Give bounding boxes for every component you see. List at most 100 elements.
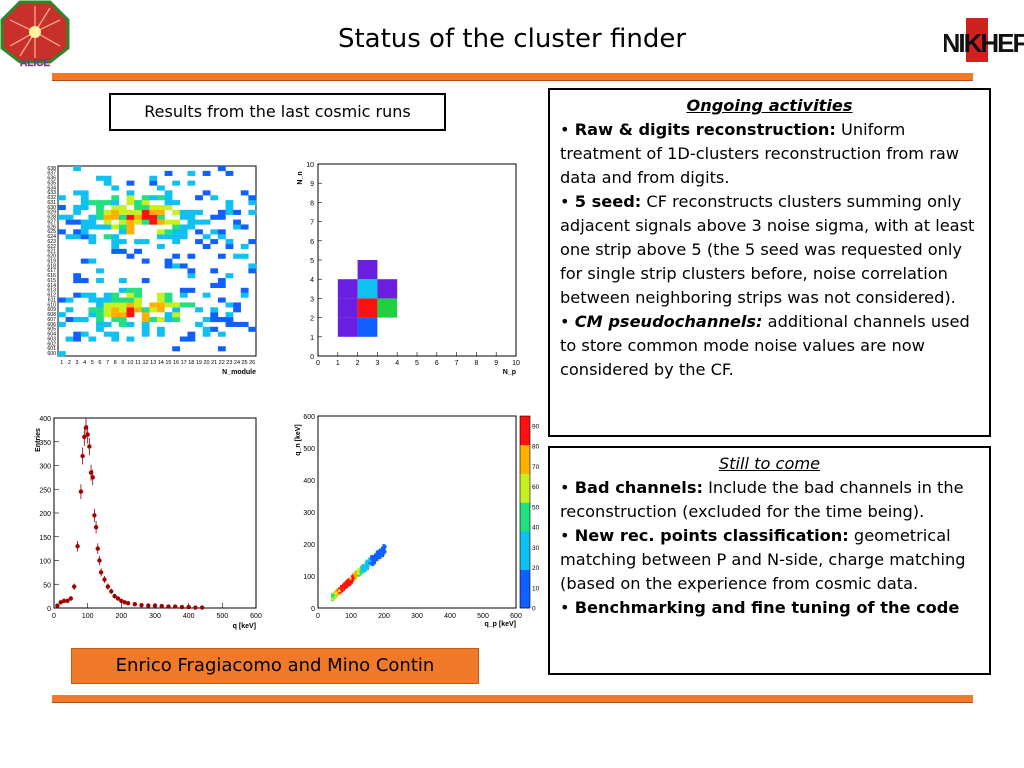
ongoing-item-1-text: Uniform treatment of 1D-clusters reconst… <box>560 120 960 187</box>
heatmap-cell <box>149 302 158 308</box>
heatmap-cell <box>141 200 150 206</box>
heatmap-cell <box>126 229 135 235</box>
x-tick-label: 200 <box>115 613 127 620</box>
heatmap-cell <box>149 219 158 225</box>
heatmap-cell <box>210 317 219 323</box>
heatmap-cell <box>134 302 142 308</box>
heatmap-cell <box>172 180 181 186</box>
heatmap-cell <box>362 566 365 570</box>
heatmap-cell <box>141 321 150 327</box>
heatmap-cell <box>111 307 120 313</box>
heatmap-cell <box>357 568 361 571</box>
x-tick-label: 21 <box>211 360 217 366</box>
heatmap-cell <box>80 200 89 206</box>
heatmap-cell <box>368 561 372 564</box>
heatmap-cell <box>377 279 398 299</box>
colorbar-tick-label: 90 <box>532 424 540 431</box>
heatmap-cell <box>179 336 188 342</box>
colorbar-segment <box>520 555 530 561</box>
heatmap-cell <box>382 544 386 547</box>
x-tick-label: 500 <box>216 613 228 620</box>
heatmap-cell <box>381 554 384 558</box>
heatmap-cell <box>225 321 234 327</box>
heatmap-cell <box>134 287 142 293</box>
heatmap-cell <box>374 553 377 556</box>
heatmap-cell <box>179 263 188 269</box>
heatmap-cell <box>354 571 358 574</box>
heatmap-cell <box>65 297 74 303</box>
data-point <box>115 596 121 601</box>
heatmap-cell <box>134 200 142 206</box>
heatmap-cell <box>179 229 188 235</box>
ongoing-item-2-label: 5 seed: <box>574 192 642 211</box>
still-heading: Still to come <box>718 454 821 473</box>
y-tick-label: 637 <box>47 171 56 177</box>
heatmap-cell <box>88 234 97 240</box>
heatmap-cell <box>195 239 203 245</box>
x-tick-label: 18 <box>188 360 194 366</box>
y-tick-label: 608 <box>47 312 56 318</box>
heatmap-cell <box>111 331 120 337</box>
plot3-frame <box>53 417 257 609</box>
x-tick-label: 5 <box>415 360 419 367</box>
heatmap-cell <box>187 219 196 225</box>
heatmap-cell <box>103 297 112 303</box>
heatmap-cell <box>375 551 379 555</box>
colorbar-segment <box>520 420 530 426</box>
y-tick-label: 632 <box>47 195 56 201</box>
heatmap-cell <box>195 209 203 215</box>
heatmap-cell <box>118 287 127 293</box>
y-tick-label: 300 <box>303 510 315 517</box>
heatmap-cell <box>210 239 219 245</box>
heatmap-cell <box>240 190 249 196</box>
heatmap-cell <box>347 580 351 584</box>
heatmap-cell <box>217 317 226 323</box>
heatmap-cell <box>58 351 66 357</box>
heatmap-cell <box>378 552 381 556</box>
heatmap-cell <box>240 287 249 293</box>
y-tick-label: 617 <box>47 268 56 274</box>
bullet-icon: • <box>560 192 570 211</box>
heatmap-cell <box>373 556 377 559</box>
x-tick-label: 1 <box>60 360 63 366</box>
heatmap-cell <box>202 317 211 323</box>
heatmap-cell <box>378 548 382 552</box>
heatmap-cell <box>233 224 241 230</box>
heatmap-cell <box>73 219 82 225</box>
heatmap-cell <box>336 593 339 596</box>
heatmap-cell <box>187 170 196 176</box>
heatmap-cell <box>225 243 234 250</box>
heatmap-cell <box>217 234 226 240</box>
heatmap-cell <box>335 590 339 594</box>
y-tick-label: 150 <box>39 535 51 542</box>
heatmap-cell <box>187 253 196 259</box>
heatmap-cell <box>210 307 219 313</box>
ongoing-item-2: • 5 seed: CF reconstructs clusters summi… <box>560 190 979 310</box>
x-tick-label: 20 <box>203 360 209 366</box>
heatmap-cell <box>126 253 135 259</box>
colorbar-tick-label: 10 <box>532 585 540 592</box>
heatmap-cell <box>73 234 82 240</box>
colorbar-segment <box>520 526 530 532</box>
heatmap-cell <box>164 302 173 308</box>
heatmap-cell <box>65 219 74 225</box>
y-tick-label: 8 <box>310 200 314 207</box>
heatmap-cell <box>164 317 173 323</box>
heatmap-cell <box>96 307 104 313</box>
heatmap-cell <box>96 312 104 318</box>
y-tick-label: 622 <box>47 244 56 250</box>
heatmap-cell <box>337 298 358 318</box>
x-axis-label: N_p <box>503 369 516 376</box>
heatmap-cell <box>103 312 112 318</box>
heatmap-cell <box>126 297 135 303</box>
heatmap-cell <box>73 190 82 196</box>
heatmap-cell <box>73 292 82 298</box>
y-tick-label: 5 <box>310 258 314 265</box>
heatmap-cell <box>225 273 234 279</box>
data-point <box>122 600 127 605</box>
heatmap-cell <box>346 578 350 582</box>
heatmap-cell <box>96 321 104 327</box>
heatmap-cell <box>217 209 226 215</box>
heatmap-cell <box>363 569 367 573</box>
y-tick-label: 629 <box>47 210 56 216</box>
